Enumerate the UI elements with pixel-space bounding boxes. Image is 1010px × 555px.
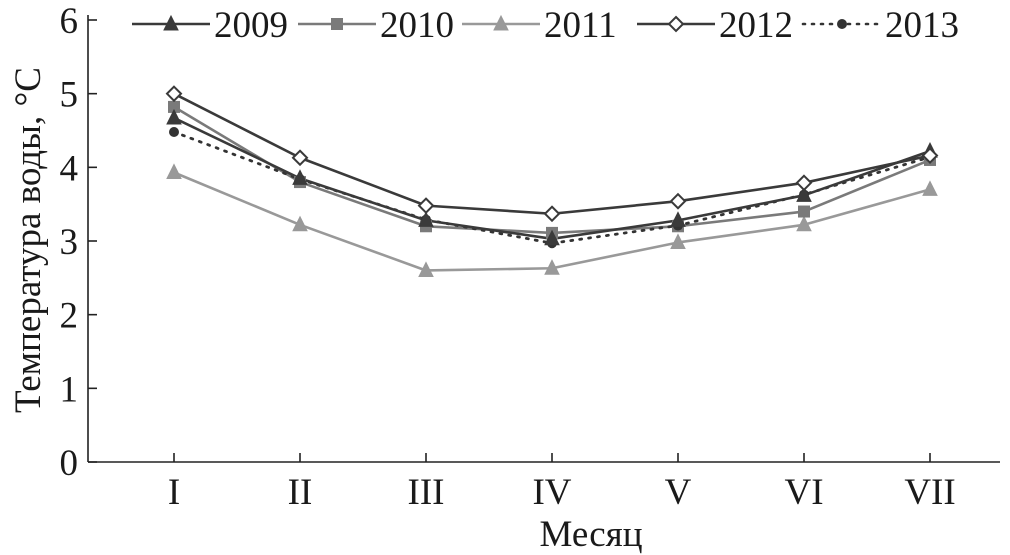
legend-item-2011: 2011 (462, 5, 617, 46)
data-point-2012-I (165, 85, 183, 103)
data-point-2011-V (670, 233, 686, 249)
legend: 2009 2010 2011 2012 2013 (132, 5, 959, 46)
legend-marker-2012 (667, 15, 685, 33)
data-point-2010-VI (798, 205, 810, 218)
data-point-2012-IV (543, 205, 561, 223)
y-tick-label: 2 (60, 296, 79, 337)
legend-item-2009: 2009 (132, 5, 288, 46)
x-tick-label: IV (532, 472, 571, 513)
legend-marker-2011 (493, 14, 509, 31)
data-point-2012-II (291, 149, 309, 167)
data-point-2011-III (418, 261, 434, 277)
legend-marker-2013 (837, 19, 847, 29)
legend-item-2010: 2010 (298, 5, 454, 46)
x-tick-label: II (288, 472, 313, 513)
legend-label-2011: 2011 (544, 5, 617, 46)
data-point-2009-III (418, 211, 434, 227)
data-point-2012-III (417, 197, 435, 215)
data-point-2011-VI (796, 215, 812, 232)
x-axis-title: Месяц (540, 514, 643, 555)
legend-marker-2010 (331, 18, 343, 30)
series-markers (165, 85, 939, 277)
data-point-2009-V (670, 211, 686, 227)
legend-label-2013: 2013 (885, 5, 959, 46)
data-point-2011-VII (922, 180, 938, 196)
data-point-2011-IV (544, 259, 560, 275)
y-axis-title: Температура воды, °C (8, 67, 49, 413)
data-point-2011-II (292, 215, 308, 232)
y-tick-label: 0 (60, 443, 79, 484)
legend-marker-2009 (163, 14, 179, 31)
y-tick-label: 5 (60, 75, 79, 116)
data-point-2009-VI (796, 186, 812, 202)
y-tick-label: 6 (60, 1, 79, 42)
legend-item-2013: 2013 (801, 5, 959, 46)
data-point-2013-I (169, 126, 179, 137)
x-tick-label: I (168, 472, 180, 513)
legend-label-2012: 2012 (719, 5, 793, 46)
x-tick-label: III (408, 472, 445, 513)
x-tick-label: V (665, 472, 692, 513)
data-point-2009-II (292, 169, 308, 185)
data-point-2011-I (166, 163, 182, 179)
y-tick-label: 3 (60, 222, 79, 263)
legend-label-2009: 2009 (214, 5, 288, 46)
data-point-2012-V (669, 192, 687, 210)
y-tick-label: 4 (60, 148, 79, 189)
legend-label-2010: 2010 (380, 5, 454, 46)
series-line-2013 (172, 130, 932, 245)
data-point-2012-VII (921, 147, 939, 164)
legend-item-2012: 2012 (637, 5, 793, 46)
data-point-2009-IV (544, 229, 560, 246)
series-line-2012 (173, 92, 931, 216)
data-point-2012-VI (795, 174, 813, 192)
data-point-2010-I (168, 100, 180, 113)
y-tick-label: 1 (60, 369, 79, 410)
x-tick-label: VI (784, 472, 823, 513)
x-tick-label: VII (904, 472, 955, 513)
data-point-2009-I (166, 108, 182, 125)
